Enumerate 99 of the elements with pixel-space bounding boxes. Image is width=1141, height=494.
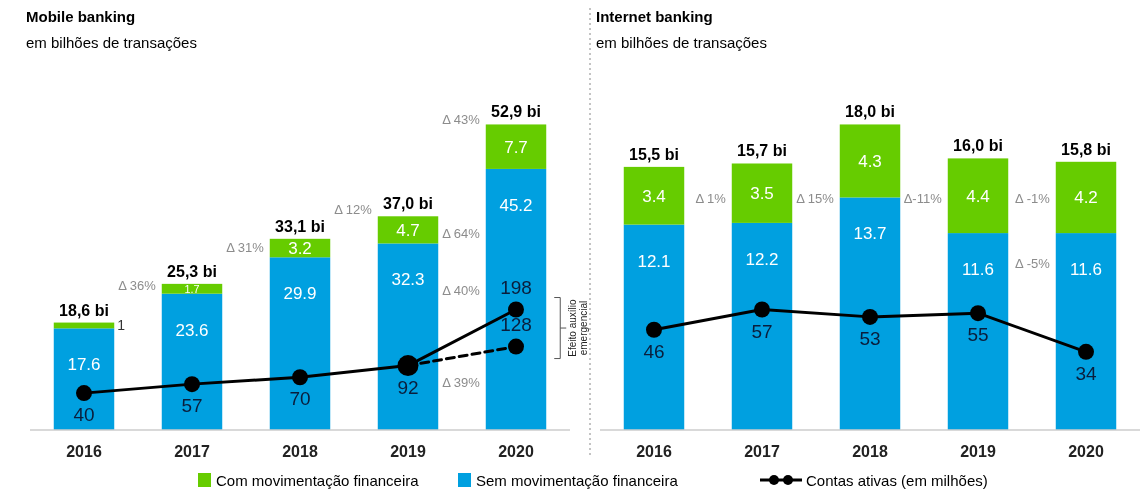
point xyxy=(292,369,308,386)
bar xyxy=(53,328,115,430)
data-label: 11.6 xyxy=(1070,260,1102,280)
bar xyxy=(377,243,439,430)
data-label: 4.4 xyxy=(966,186,990,206)
x-tick-label: 2020 xyxy=(498,443,534,460)
bar xyxy=(269,257,331,430)
x-tick-label: 2020 xyxy=(1068,443,1104,460)
bar xyxy=(1055,161,1117,234)
data-label: 57 xyxy=(181,395,203,417)
point xyxy=(184,376,200,393)
data-label: 12.2 xyxy=(745,249,779,269)
total-label: 18,0 bi xyxy=(845,103,895,121)
annotation: Δ-11% xyxy=(903,191,943,206)
data-label: 4.7 xyxy=(396,220,420,240)
annotation: Δ 15% xyxy=(796,191,835,206)
data-label: 40 xyxy=(73,404,95,426)
data-label: 34 xyxy=(1075,362,1097,384)
annotation: Δ 43% xyxy=(442,112,481,127)
x-tick-label: 2017 xyxy=(174,443,210,460)
x-tick-label: 2018 xyxy=(852,443,888,460)
data-label: 45.2 xyxy=(499,195,533,215)
total-label: 52,9 bi xyxy=(491,103,541,121)
data-label: 32.3 xyxy=(391,270,425,290)
bar xyxy=(731,163,793,223)
x-tick-label: 2019 xyxy=(390,443,426,460)
bar xyxy=(839,197,901,430)
legend-label: Contas ativas (em milhões) xyxy=(806,472,988,489)
annotation: Δ 40% xyxy=(442,283,481,298)
annotation: Δ 64% xyxy=(442,226,481,241)
bar xyxy=(623,166,685,225)
x-tick-label: 2016 xyxy=(66,443,102,460)
bar xyxy=(377,216,439,244)
x-tick-label: 2019 xyxy=(960,443,996,460)
bar xyxy=(623,224,685,430)
legend-label: Com movimentação financeira xyxy=(216,472,420,489)
point xyxy=(76,385,92,402)
data-label: 198 xyxy=(500,276,532,298)
annotation: Δ 31% xyxy=(226,240,265,255)
point xyxy=(508,338,524,355)
total-label: 15,7 bi xyxy=(737,142,787,160)
bar xyxy=(161,283,223,294)
data-label: 46 xyxy=(643,340,665,362)
point xyxy=(754,301,770,318)
data-label: 55 xyxy=(967,324,989,346)
data-label: 53 xyxy=(859,327,881,349)
total-label: 18,6 bi xyxy=(59,301,109,319)
total-label: 15,5 bi xyxy=(629,145,679,163)
data-label: 1.7 xyxy=(184,282,200,295)
data-label: 70 xyxy=(289,388,311,410)
bar xyxy=(485,168,547,430)
data-label: 4.2 xyxy=(1074,188,1098,208)
point xyxy=(508,301,524,318)
data-label: 3.4 xyxy=(642,186,666,206)
data-label: 128 xyxy=(500,313,532,335)
x-tick-label: 2016 xyxy=(636,443,672,460)
data-label: 92 xyxy=(397,376,419,398)
data-label: 17.6 xyxy=(67,355,101,375)
total-label: 15,8 bi xyxy=(1061,140,1111,158)
bar xyxy=(161,293,223,430)
bar xyxy=(731,222,793,430)
data-label: 57 xyxy=(751,320,773,342)
x-tick-label: 2017 xyxy=(744,443,780,460)
data-label: 29.9 xyxy=(283,284,317,304)
point xyxy=(970,305,986,322)
data-label: 1 xyxy=(117,317,126,334)
point xyxy=(862,308,878,325)
annotation: Δ -5% xyxy=(1015,256,1051,271)
data-label: 3.5 xyxy=(750,184,774,204)
bar xyxy=(839,124,901,198)
annotation: Δ 1% xyxy=(695,191,727,206)
point xyxy=(1078,343,1094,360)
annotation: Efeito auxílio emergencial xyxy=(567,298,590,357)
bar xyxy=(947,233,1009,430)
data-label: 3.2 xyxy=(288,239,312,259)
legend-label: Sem movimentação financeira xyxy=(476,472,679,489)
chart-title: Mobile banking xyxy=(26,8,136,25)
chart-subtitle: em bilhões de transações xyxy=(596,34,767,51)
annotation: Δ -1% xyxy=(1015,191,1051,206)
data-label: 4.3 xyxy=(858,151,882,171)
chart-subtitle: em bilhões de transações xyxy=(26,34,197,51)
annotation: Δ 12% xyxy=(334,202,373,217)
data-label: 7.7 xyxy=(504,137,528,157)
data-label: 13.7 xyxy=(853,224,887,244)
bar xyxy=(485,124,547,169)
data-label: 11.6 xyxy=(962,260,994,280)
annotation: Δ 36% xyxy=(118,278,157,293)
bar xyxy=(1055,233,1117,430)
data-label: 12.1 xyxy=(637,251,671,271)
total-label: 33,1 bi xyxy=(275,217,325,235)
data-label: 23.6 xyxy=(175,320,209,340)
total-label: 16,0 bi xyxy=(953,137,1003,155)
total-label: 25,3 bi xyxy=(167,262,217,280)
x-tick-label: 2018 xyxy=(282,443,318,460)
total-label: 37,0 bi xyxy=(383,195,433,213)
annotation: Δ 39% xyxy=(442,375,481,390)
chart-title: Internet banking xyxy=(596,8,713,25)
point xyxy=(646,321,662,338)
bar xyxy=(947,158,1009,234)
